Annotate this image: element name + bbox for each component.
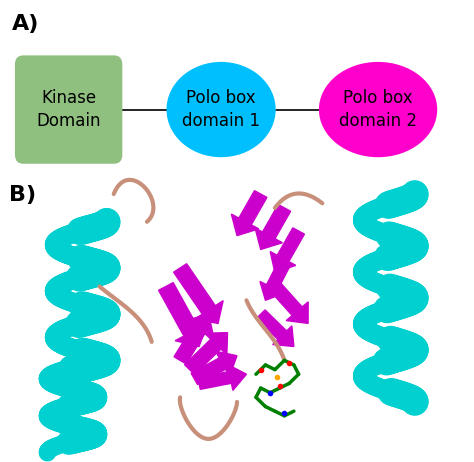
Text: B): B) [9, 185, 36, 205]
Text: Polo box
domain 1: Polo box domain 1 [182, 89, 260, 130]
Ellipse shape [166, 62, 276, 157]
Text: Kinase
Domain: Kinase Domain [36, 89, 101, 130]
FancyArrow shape [256, 310, 294, 346]
FancyArrow shape [255, 205, 291, 249]
Text: Polo box
domain 2: Polo box domain 2 [339, 89, 417, 130]
FancyArrow shape [191, 351, 237, 384]
FancyArrow shape [231, 191, 267, 236]
FancyArrow shape [270, 282, 308, 323]
Text: A): A) [12, 14, 39, 34]
FancyArrow shape [173, 264, 223, 323]
FancyArrow shape [270, 228, 304, 273]
FancyBboxPatch shape [15, 55, 122, 164]
FancyArrow shape [260, 261, 290, 300]
FancyArrow shape [159, 283, 207, 346]
FancyArrow shape [174, 314, 213, 364]
FancyArrow shape [198, 365, 246, 390]
FancyArrow shape [184, 333, 228, 375]
Ellipse shape [319, 62, 437, 157]
